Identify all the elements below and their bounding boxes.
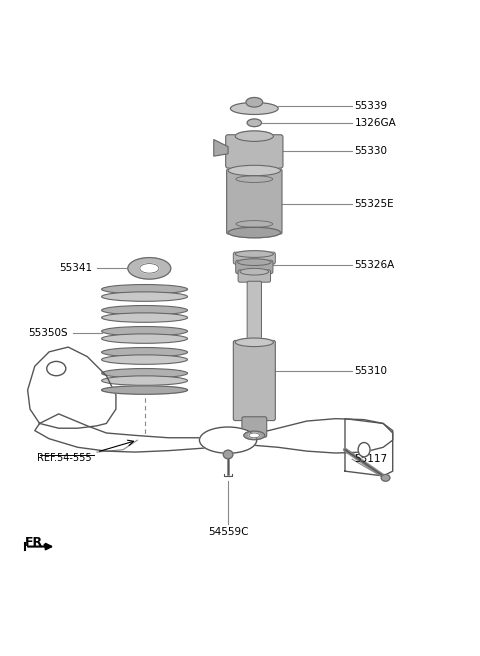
Text: 55325E: 55325E	[355, 199, 394, 209]
Ellipse shape	[249, 433, 260, 438]
Text: FR.: FR.	[25, 536, 48, 549]
Polygon shape	[345, 419, 393, 476]
Ellipse shape	[244, 431, 265, 440]
Text: 55326A: 55326A	[355, 260, 395, 270]
FancyBboxPatch shape	[236, 260, 273, 274]
FancyBboxPatch shape	[238, 270, 271, 282]
Ellipse shape	[102, 369, 188, 378]
Ellipse shape	[47, 361, 66, 376]
Ellipse shape	[102, 334, 188, 343]
Ellipse shape	[102, 313, 188, 322]
Ellipse shape	[228, 165, 281, 176]
Ellipse shape	[228, 228, 281, 238]
Ellipse shape	[102, 348, 188, 357]
FancyBboxPatch shape	[227, 169, 282, 234]
Text: 55341: 55341	[59, 263, 92, 274]
Ellipse shape	[235, 131, 274, 142]
Ellipse shape	[230, 102, 278, 114]
Ellipse shape	[246, 98, 263, 107]
Ellipse shape	[381, 474, 390, 482]
FancyBboxPatch shape	[226, 134, 283, 168]
Ellipse shape	[102, 327, 188, 336]
Ellipse shape	[102, 306, 188, 315]
Ellipse shape	[235, 251, 274, 257]
FancyBboxPatch shape	[247, 281, 262, 344]
Ellipse shape	[240, 268, 269, 275]
Ellipse shape	[235, 338, 274, 346]
Ellipse shape	[102, 386, 188, 394]
Ellipse shape	[140, 264, 159, 273]
Ellipse shape	[199, 427, 257, 453]
Text: 55117: 55117	[355, 454, 388, 464]
Text: 55339: 55339	[355, 101, 388, 111]
Ellipse shape	[247, 119, 262, 127]
FancyBboxPatch shape	[233, 340, 276, 420]
Ellipse shape	[128, 258, 171, 279]
Polygon shape	[35, 414, 393, 453]
Ellipse shape	[102, 292, 188, 301]
Text: REF.54-555: REF.54-555	[37, 453, 92, 463]
Text: 55350S: 55350S	[29, 328, 68, 338]
Ellipse shape	[358, 443, 370, 457]
FancyBboxPatch shape	[233, 252, 276, 264]
Polygon shape	[214, 140, 228, 156]
Text: 54559C: 54559C	[208, 527, 248, 537]
Text: 1326GA: 1326GA	[355, 118, 396, 128]
Ellipse shape	[102, 376, 188, 385]
Ellipse shape	[238, 259, 271, 266]
Ellipse shape	[102, 355, 188, 364]
FancyBboxPatch shape	[242, 417, 267, 438]
Text: 55330: 55330	[355, 146, 387, 156]
Polygon shape	[28, 347, 116, 428]
Text: 55310: 55310	[355, 366, 387, 376]
Ellipse shape	[102, 285, 188, 294]
Ellipse shape	[223, 450, 233, 459]
